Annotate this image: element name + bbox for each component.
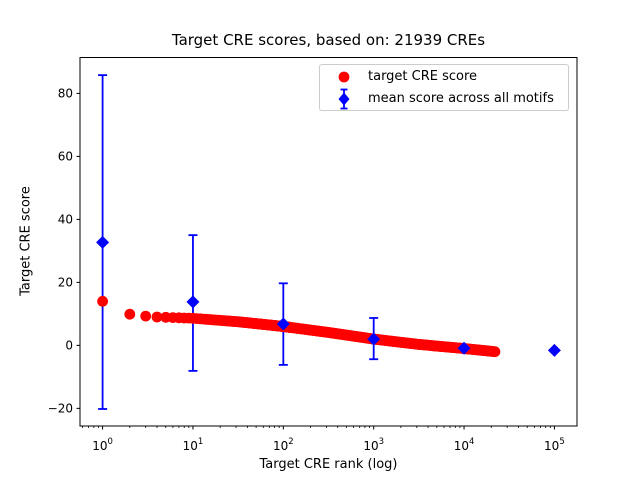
y-tick-label: 60 <box>58 150 73 164</box>
mean-score-diamond <box>96 235 110 249</box>
y-tick-label: −20 <box>48 402 73 416</box>
target-score-dot <box>124 308 136 320</box>
target-score-dot <box>97 295 108 307</box>
x-tick-label: 103 <box>363 437 384 453</box>
legend-item-target-score: target CRE score <box>320 66 568 88</box>
y-tick-label: 80 <box>58 87 73 101</box>
blue-diamond-errorbar-icon <box>338 88 350 109</box>
mean-score-diamond <box>367 332 381 346</box>
x-tick-label: 100 <box>92 437 113 453</box>
legend-item-mean-score: mean score across all motifs <box>320 88 568 110</box>
mean-score-diamond <box>186 295 200 309</box>
mean-score-series <box>96 235 561 357</box>
target-score-series <box>97 295 501 358</box>
legend: target CRE score mean score across all m… <box>319 64 569 111</box>
legend-marker-circle-cell <box>329 70 359 84</box>
x-tick-label: 102 <box>273 437 294 453</box>
target-score-dot <box>489 346 501 358</box>
mean-score-diamond <box>276 317 290 331</box>
x-tick-label: 101 <box>183 437 204 453</box>
red-circle-icon <box>338 71 350 82</box>
x-axis-label: Target CRE rank (log) <box>259 457 398 472</box>
target-score-dot <box>140 310 152 322</box>
y-tick-label: 40 <box>58 213 73 227</box>
plot-frame <box>79 57 578 427</box>
x-tick-label: 105 <box>544 437 565 453</box>
y-tick-label: 20 <box>58 276 73 290</box>
target-score-dot <box>151 311 163 323</box>
y-axis-label: Target CRE score <box>18 186 34 296</box>
chart-title: Target CRE scores, based on: 21939 CREs <box>171 31 486 49</box>
mean-score-diamond <box>457 341 471 355</box>
legend-marker-diamond-cell <box>329 88 359 110</box>
y-tick-label: 0 <box>65 339 73 353</box>
x-tick-label: 104 <box>454 437 475 453</box>
legend-label: mean score across all motifs <box>368 91 554 106</box>
mean-score-diamond <box>547 343 561 357</box>
legend-label: target CRE score <box>368 69 478 84</box>
error-bars <box>98 74 379 410</box>
